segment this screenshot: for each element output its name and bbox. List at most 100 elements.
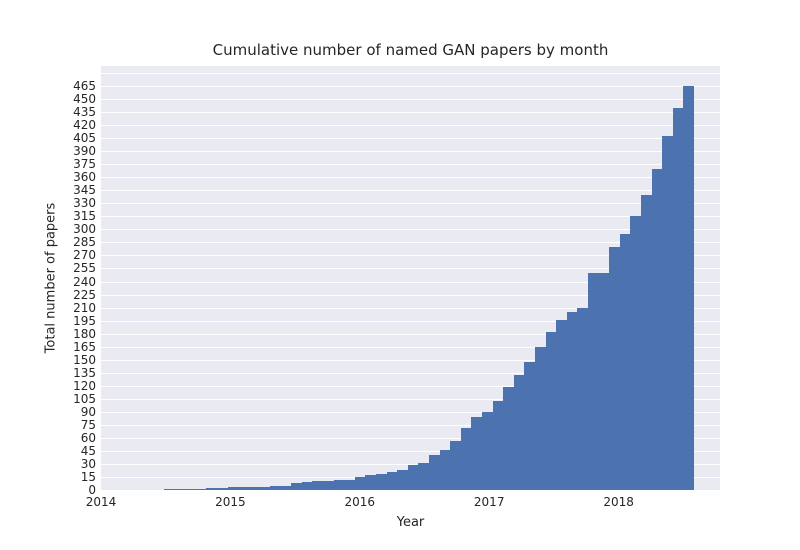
y-tick-label-435: 435 (73, 105, 96, 119)
gridline-y-405 (101, 138, 720, 140)
gridline-y-75 (101, 424, 720, 426)
gridline-y-450 (101, 99, 720, 100)
bar-2018-07 (683, 85, 695, 490)
bar-2015-06 (291, 483, 303, 490)
bar-2015-01 (238, 487, 250, 490)
y-tick-label-360: 360 (73, 170, 96, 185)
bar-2018-05 (662, 135, 674, 490)
gridline-y-105 (101, 398, 720, 400)
x-tick-label-2014: 2014 (85, 495, 117, 509)
x-axis-label: Year (396, 515, 425, 530)
y-tick-label-390: 390 (73, 144, 96, 159)
gridline-y-345 (101, 190, 720, 192)
y-tick-label-330: 330 (73, 196, 96, 211)
bar-2018-02 (630, 216, 642, 490)
bar-2014-10 (206, 488, 218, 490)
bar-2014-11 (217, 488, 229, 490)
gridline-y-360 (101, 177, 720, 179)
bar-2017-01 (492, 400, 504, 490)
gridline-y-270 (101, 255, 720, 257)
y-tick-label-315: 315 (73, 209, 96, 224)
gridline-y-330 (101, 203, 720, 205)
y-tick-label-345: 345 (73, 183, 96, 198)
bar-2015-05 (280, 485, 292, 490)
bar-2015-03 (259, 487, 271, 490)
y-tick-label-210: 210 (73, 300, 96, 315)
gridline-y-90 (101, 411, 720, 413)
bar-2014-07 (174, 489, 186, 490)
bar-2014-09 (195, 489, 207, 490)
x-tick-label-2015: 2015 (215, 495, 246, 509)
gridline-y-315 (101, 216, 720, 218)
bar-2017-09 (577, 307, 589, 490)
bar-2016-08 (439, 450, 451, 490)
gridline-y-210 (101, 307, 720, 309)
bar-2015-09 (323, 481, 335, 490)
gridline-y-420 (101, 125, 720, 127)
bar-2016-03 (386, 471, 398, 490)
bar-2015-04 (270, 485, 282, 490)
bar-2014-06 (164, 489, 176, 490)
y-tick-label-0: 0 (88, 483, 96, 497)
y-tick-label-150: 150 (73, 352, 96, 367)
y-tick-label-195: 195 (73, 313, 96, 328)
gridline-y-255 (101, 268, 720, 270)
gridline-y-60 (101, 437, 720, 439)
bar-2015-02 (248, 487, 260, 490)
gridline-y-135 (101, 372, 720, 374)
y-tick-label-225: 225 (73, 287, 96, 302)
y-tick-label-405: 405 (73, 131, 96, 146)
x-tick-label-2017: 2017 (473, 495, 505, 509)
gridline-y-240 (101, 281, 720, 283)
y-tick-label-15: 15 (80, 470, 96, 484)
y-tick-label-375: 375 (73, 157, 96, 172)
bar-2016-07 (429, 455, 441, 490)
bar-2018-01 (619, 233, 631, 490)
y-tick-label-75: 75 (80, 417, 96, 432)
bar-2017-12 (609, 246, 621, 490)
gridline-y-30 (101, 463, 720, 465)
y-tick-label-90: 90 (80, 404, 96, 419)
bar-2017-08 (566, 311, 578, 490)
gridline-y-45 (101, 450, 720, 452)
bar-2017-03 (513, 375, 525, 490)
bar-2016-01 (365, 475, 377, 490)
gridline-y-285 (101, 242, 720, 244)
bar-2018-04 (651, 168, 663, 490)
y-tick-label-240: 240 (73, 274, 96, 289)
gridline-y-120 (101, 385, 720, 387)
gridline-y-435 (101, 112, 720, 113)
y-tick-label-255: 255 (73, 261, 96, 276)
y-tick-label-45: 45 (80, 443, 96, 458)
bar-2017-06 (545, 331, 557, 490)
gridline-y-195 (101, 320, 720, 322)
gridline-y-300 (101, 229, 720, 231)
plot-area (101, 66, 720, 490)
y-tick-label-465: 465 (73, 79, 96, 93)
bar-2017-05 (535, 346, 547, 490)
bar-2015-08 (312, 481, 324, 490)
bar-2015-12 (354, 476, 366, 490)
gridline-y-390 (101, 151, 720, 153)
chart-title: Cumulative number of named GAN papers by… (212, 41, 609, 59)
bar-2017-07 (556, 319, 568, 490)
bar-2016-02 (376, 474, 388, 490)
bar-2017-02 (503, 387, 515, 490)
bar-2017-04 (524, 362, 536, 490)
bar-2017-11 (598, 272, 610, 490)
x-tick-label-2018: 2018 (603, 495, 634, 509)
y-tick-label-285: 285 (73, 235, 96, 250)
bar-2014-08 (185, 489, 197, 490)
y-tick-label-420: 420 (73, 118, 96, 133)
y-tick-label-30: 30 (80, 456, 96, 471)
bar-2017-10 (588, 272, 600, 490)
bar-2016-06 (418, 463, 430, 490)
bar-2016-11 (471, 417, 483, 490)
bar-2015-07 (301, 482, 313, 490)
y-tick-label-450: 450 (73, 92, 96, 106)
bar-2016-10 (460, 428, 472, 490)
gridline-y-180 (101, 333, 720, 335)
bar-2015-10 (333, 480, 345, 490)
gridline-y-225 (101, 294, 720, 296)
